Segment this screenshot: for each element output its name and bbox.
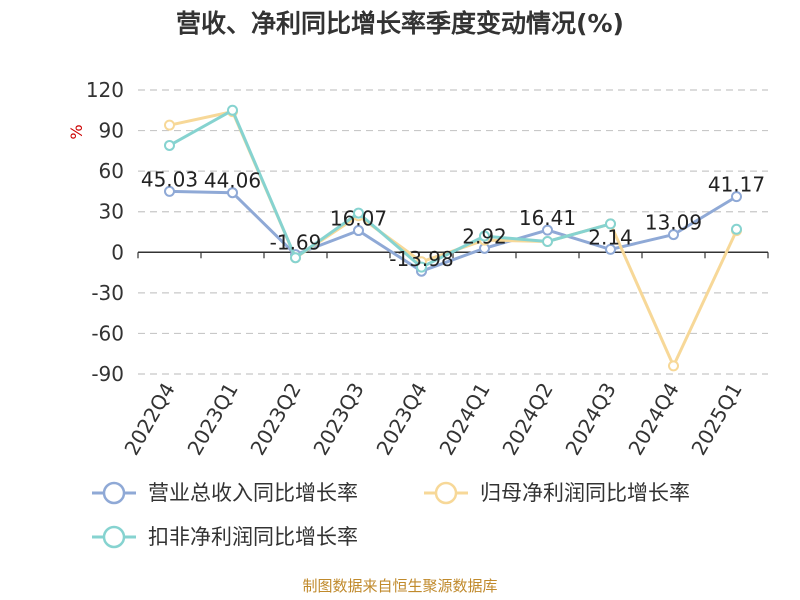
data-label: 2.14	[588, 225, 633, 249]
data-point	[164, 185, 175, 197]
data-point	[668, 360, 679, 372]
y-tick-label: 60	[99, 159, 124, 183]
x-tick-label: 2024Q1	[434, 379, 494, 460]
legend-label: 归母净利润同比增长率	[480, 481, 690, 505]
data-point	[479, 230, 490, 242]
x-tick-label: 2023Q3	[308, 379, 368, 460]
legend-item: 营业总收入同比增长率	[92, 481, 358, 505]
series-line-1	[169, 189, 738, 273]
y-tick-label: 90	[99, 119, 124, 143]
x-tick-label: 2024Q2	[497, 379, 557, 460]
data-point	[164, 139, 175, 151]
x-tick-label: 2025Q1	[686, 379, 746, 460]
data-point	[731, 223, 742, 235]
data-label: 16.41	[519, 206, 576, 230]
data-label: 44.06	[204, 169, 261, 193]
data-label: 45.03	[141, 167, 198, 191]
data-point	[605, 243, 616, 255]
data-point	[416, 261, 427, 273]
data-point	[290, 252, 301, 264]
data-point	[353, 225, 364, 237]
data-point	[164, 119, 175, 131]
grid-layer	[138, 89, 768, 375]
legend-item: 归母净利润同比增长率	[424, 481, 690, 505]
data-label: 16.07	[330, 207, 387, 231]
y-tick-label: 120	[86, 78, 124, 102]
data-label: 41.17	[708, 173, 765, 197]
data-label-layer: 45.03 44.06 -1.69 16.07-13.98 2.92 16.41 2.14 1…	[141, 167, 765, 271]
x-tick-label: 2023Q2	[245, 379, 305, 460]
data-label: 2.92	[462, 224, 507, 248]
data-point	[542, 235, 553, 247]
y-tick-label: 0	[111, 240, 124, 264]
y-tick-label: 30	[99, 200, 124, 224]
y-axis-unit: %	[67, 124, 86, 139]
x-tick-label: 2023Q4	[371, 379, 431, 460]
y-tick-label: -30	[91, 281, 124, 305]
data-point	[227, 104, 238, 116]
data-label: -13.98	[389, 247, 453, 271]
y-tick-label: -60	[91, 321, 124, 345]
data-point	[668, 229, 679, 241]
data-point	[542, 224, 553, 236]
x-tick-label: 2024Q3	[560, 379, 620, 460]
data-point	[605, 218, 616, 230]
legend-label: 扣非净利润同比增长率	[148, 525, 358, 549]
x-tick-label: 2024Q4	[623, 379, 683, 460]
y-tick-label: -90	[91, 362, 124, 386]
x-tick-label: 2022Q4	[119, 379, 179, 460]
data-point	[227, 187, 238, 199]
data-point	[731, 191, 742, 203]
legend-swatch-marker	[434, 481, 458, 505]
data-point	[353, 207, 364, 219]
data-label: -1.69	[270, 231, 322, 255]
legend-item: 扣非净利润同比增长率	[92, 525, 358, 549]
source-note: 制图数据来自恒生聚源数据库	[302, 577, 497, 595]
legend-swatch-marker	[102, 525, 126, 549]
series-layer	[164, 104, 742, 372]
chart-title: 营收、净利同比增长率季度变动情况(%)	[176, 9, 624, 38]
legend-label: 营业总收入同比增长率	[148, 481, 358, 505]
x-tick-label: 2023Q1	[182, 379, 242, 460]
data-label: 13.09	[645, 211, 702, 235]
legend-swatch-marker	[102, 481, 126, 505]
